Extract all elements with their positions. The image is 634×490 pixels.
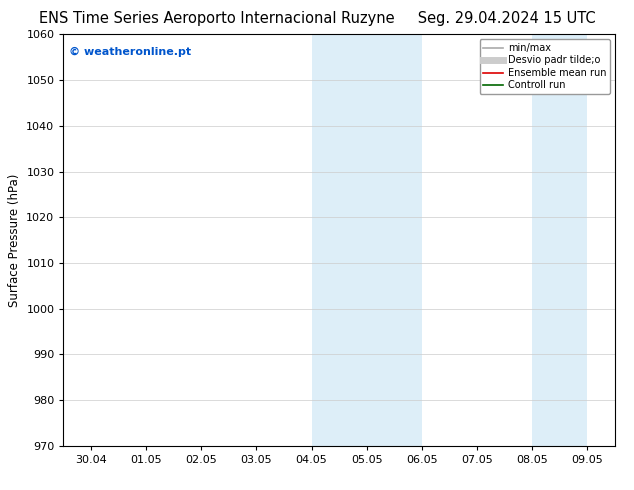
Legend: min/max, Desvio padr tilde;o, Ensemble mean run, Controll run: min/max, Desvio padr tilde;o, Ensemble m… [479,39,610,94]
Bar [366,34,422,446]
Text: ENS Time Series Aeroporto Internacional Ruzyne     Seg. 29.04.2024 15 UTC: ENS Time Series Aeroporto Internacional … [39,11,595,26]
Y-axis label: Surface Pressure (hPa): Surface Pressure (hPa) [8,173,21,307]
Bar [533,34,588,446]
Text: © weatheronline.pt: © weatheronline.pt [69,47,191,57]
Bar [312,34,367,446]
